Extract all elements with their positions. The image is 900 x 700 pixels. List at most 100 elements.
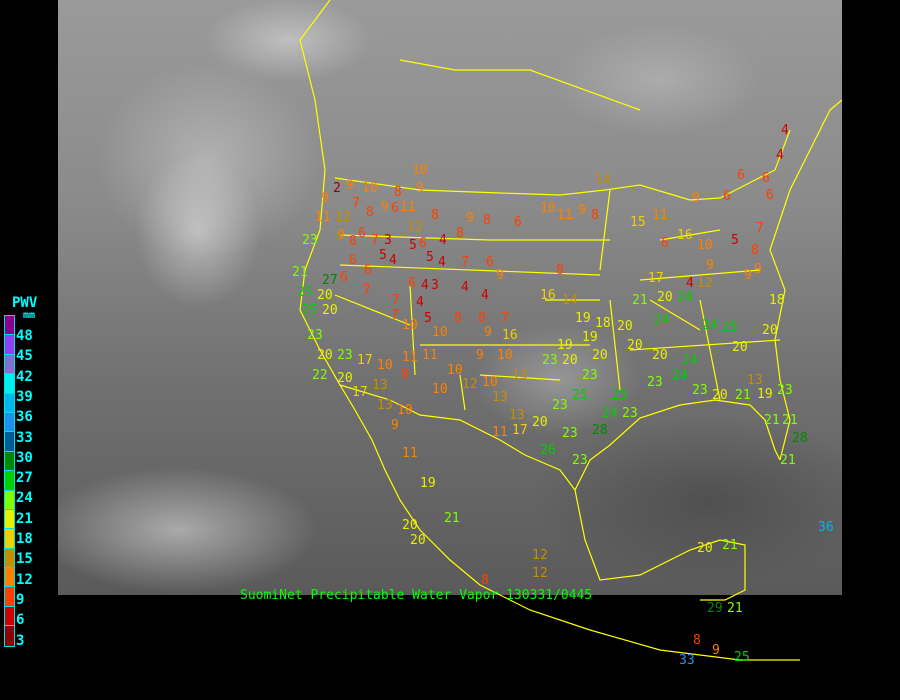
station-pwv-value: 20 <box>410 532 426 548</box>
station-pwv-value: 7 <box>461 254 469 270</box>
station-pwv-value: 7 <box>352 195 360 211</box>
legend-label: 24 <box>16 490 33 507</box>
station-pwv-value: 6 <box>766 187 774 203</box>
station-pwv-value: 36 <box>818 519 834 535</box>
station-pwv-value: 15 <box>630 214 646 230</box>
station-pwv-value: 11 <box>557 207 573 223</box>
station-pwv-value: 12 <box>462 376 478 392</box>
station-pwv-value: 21 <box>292 264 308 280</box>
station-pwv-value: 20 <box>617 318 633 334</box>
station-pwv-value: 16 <box>502 327 518 343</box>
station-pwv-value: 4 <box>686 275 694 291</box>
station-pwv-value: 13 <box>492 389 508 405</box>
station-pwv-value: 8 <box>481 572 489 588</box>
station-pwv-value: 5 <box>731 232 739 248</box>
station-pwv-value: 9 <box>744 267 752 283</box>
station-pwv-value: 8 <box>751 242 759 258</box>
legend-label: 39 <box>16 388 33 405</box>
station-pwv-value: 3 <box>431 277 439 293</box>
station-pwv-value: 9 <box>578 202 586 218</box>
legend-label: 42 <box>16 368 33 385</box>
station-pwv-value: 6 <box>349 252 357 268</box>
mexico-coast <box>574 489 746 601</box>
station-pwv-value: 8 <box>454 310 462 326</box>
legend-label: 36 <box>16 409 33 426</box>
station-pwv-value: 24 <box>672 367 688 383</box>
station-pwv-value: 13 <box>372 377 388 393</box>
station-pwv-value: 11 <box>402 349 418 365</box>
station-pwv-value: 33 <box>679 652 695 668</box>
station-pwv-value: 10 <box>482 374 498 390</box>
station-pwv-value: 28 <box>592 422 608 438</box>
station-pwv-value: 7 <box>392 292 400 308</box>
state-grid <box>334 189 781 411</box>
station-pwv-value: 9 <box>337 227 345 243</box>
legend-label: 18 <box>16 531 33 547</box>
station-pwv-value: 11 <box>652 207 668 223</box>
station-pwv-value: 6 <box>723 188 731 204</box>
station-pwv-value: 10 <box>432 381 448 397</box>
station-pwv-value: 10 <box>447 362 463 378</box>
station-pwv-value: 25 <box>572 387 588 403</box>
station-pwv-value: 17 <box>648 270 664 286</box>
legend-swatch <box>5 451 14 472</box>
legend-color-bar <box>4 315 15 647</box>
station-pwv-value: 23 <box>622 405 638 421</box>
station-pwv-value: 23 <box>582 367 598 383</box>
station-pwv-value: 6 <box>340 269 348 285</box>
station-pwv-value: 6 <box>486 254 494 270</box>
station-pwv-value: 9 <box>391 417 399 433</box>
station-pwv-value: 21 <box>722 537 738 553</box>
east-coast <box>769 99 843 461</box>
legend-label: 3 <box>16 632 25 649</box>
legend-swatch <box>5 529 14 549</box>
station-pwv-value: 11 <box>400 199 416 215</box>
station-pwv-value: 13 <box>747 372 763 388</box>
station-pwv-value: 23 <box>572 452 588 468</box>
station-pwv-value: 6 <box>737 167 745 183</box>
station-pwv-value: 12 <box>697 275 713 291</box>
station-pwv-value: 4 <box>416 294 424 310</box>
station-pwv-value: 23 <box>692 382 708 398</box>
station-pwv-value: 8 <box>456 225 464 241</box>
legend-label: 21 <box>16 510 33 527</box>
station-pwv-value: 11 <box>422 347 438 363</box>
station-pwv-value: 4 <box>781 122 789 138</box>
legend-label: 15 <box>16 551 33 568</box>
station-pwv-value: 4 <box>461 279 469 295</box>
legend-swatch <box>5 626 14 646</box>
station-pwv-value: 16 <box>677 227 693 243</box>
station-pwv-value: 6 <box>358 225 366 241</box>
station-pwv-value: 20 <box>562 352 578 368</box>
station-pwv-value: 25 <box>734 649 750 665</box>
station-pwv-value: 20 <box>627 337 643 353</box>
station-pwv-value: 12 <box>532 547 548 563</box>
legend-unit: mm <box>23 310 36 321</box>
station-pwv-value: 10 <box>697 237 713 253</box>
station-pwv-value: 25 <box>722 319 738 335</box>
station-pwv-value: 21 <box>632 292 648 308</box>
station-pwv-value: 20 <box>652 347 668 363</box>
legend-label: 30 <box>16 449 33 466</box>
station-pwv-value: 19 <box>582 329 598 345</box>
station-pwv-value: 10 <box>362 180 378 196</box>
station-pwv-value: 23 <box>647 374 663 390</box>
station-pwv-value: 4 <box>776 147 784 163</box>
station-pwv-value: 13 <box>512 367 528 383</box>
station-pwv-value: 4 <box>439 232 447 248</box>
station-pwv-value: 20 <box>762 322 778 338</box>
pwv-legend: PWV mm 48 45 42 39 36 33 30 27 24 21 18 15 12 9 6 3 <box>0 290 60 670</box>
station-pwv-value: 14 <box>595 172 611 188</box>
station-pwv-value: 23 <box>562 425 578 441</box>
station-pwv-value: 28 <box>792 430 808 446</box>
legend-swatch <box>5 471 14 491</box>
station-pwv-value: 17 <box>357 352 373 368</box>
legend-label: 48 <box>16 328 33 344</box>
legend-swatch <box>5 568 14 588</box>
station-pwv-value: 23 <box>777 382 793 398</box>
station-pwv-value: 24 <box>682 352 698 368</box>
station-pwv-value: 6 <box>391 200 399 216</box>
station-pwv-value: 23 <box>302 232 318 248</box>
station-pwv-value: 9 <box>381 199 389 215</box>
